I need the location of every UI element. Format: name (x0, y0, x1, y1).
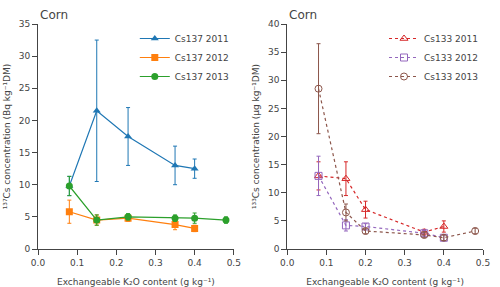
svg-text:25: 25 (268, 104, 279, 114)
svg-text:Cs137 2012: Cs137 2012 (175, 53, 229, 63)
svg-text:Cs133 2013: Cs133 2013 (424, 72, 478, 82)
svg-text:0.4: 0.4 (437, 258, 452, 268)
svg-text:Corn: Corn (289, 8, 317, 22)
svg-text:¹³⁷Cs concentration (Bq kg⁻¹DM: ¹³⁷Cs concentration (Bq kg⁻¹DM) (2, 64, 12, 210)
svg-text:0: 0 (274, 244, 280, 254)
svg-text:Corn: Corn (40, 8, 68, 22)
svg-text:5: 5 (24, 212, 30, 222)
svg-text:35: 35 (19, 19, 30, 29)
svg-text:0.3: 0.3 (148, 258, 162, 268)
svg-text:Cs133 2011: Cs133 2011 (424, 34, 478, 44)
svg-text:¹³³Cs concentration (μg kg⁻¹DM: ¹³³Cs concentration (μg kg⁻¹DM) (251, 64, 261, 209)
svg-text:25: 25 (19, 83, 30, 93)
svg-text:Exchangeable K₂O content (g kg: Exchangeable K₂O content (g kg⁻¹) (306, 277, 464, 287)
svg-text:Cs137 2013: Cs137 2013 (175, 72, 229, 82)
svg-text:40: 40 (268, 19, 280, 29)
svg-text:0.1: 0.1 (70, 258, 84, 268)
svg-text:15: 15 (268, 160, 279, 170)
svg-text:30: 30 (19, 51, 31, 61)
svg-text:10: 10 (19, 180, 31, 190)
svg-text:0.0: 0.0 (280, 258, 295, 268)
svg-text:0.5: 0.5 (227, 258, 241, 268)
svg-text:15: 15 (19, 148, 30, 158)
svg-text:5: 5 (274, 216, 280, 226)
svg-text:0.3: 0.3 (398, 258, 412, 268)
svg-text:20: 20 (268, 132, 280, 142)
svg-text:20: 20 (19, 116, 31, 126)
svg-text:0.2: 0.2 (358, 258, 372, 268)
svg-text:Cs137 2011: Cs137 2011 (175, 34, 229, 44)
svg-text:Cs133 2012: Cs133 2012 (424, 53, 478, 63)
svg-text:0: 0 (24, 244, 30, 254)
svg-text:10: 10 (268, 188, 280, 198)
svg-text:0.0: 0.0 (31, 258, 46, 268)
svg-text:30: 30 (268, 75, 280, 85)
svg-text:0.1: 0.1 (319, 258, 333, 268)
svg-text:Exchangeable K₂O content (g kg: Exchangeable K₂O content (g kg⁻¹) (57, 277, 215, 287)
svg-text:0.4: 0.4 (187, 258, 202, 268)
svg-text:0.2: 0.2 (109, 258, 123, 268)
svg-text:0.5: 0.5 (476, 258, 490, 268)
svg-text:35: 35 (268, 47, 279, 57)
